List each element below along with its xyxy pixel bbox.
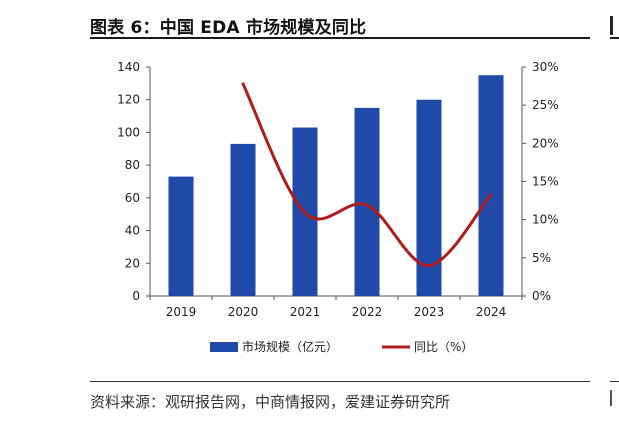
y-left-tick-label: 140 (117, 60, 140, 74)
bar (478, 75, 504, 296)
y-right-tick-label: 5% (532, 251, 551, 265)
y-left-tick-label: 100 (117, 125, 140, 139)
y-axis-right: 0% 5% 10% 15% 20% 25% 30% (521, 60, 559, 303)
y-right-tick-label: 0% (532, 289, 551, 303)
bar (354, 107, 380, 297)
legend: 市场规模（亿元） 同比（%） (210, 339, 473, 354)
title-underline (90, 37, 590, 39)
y-left-tick-label: 60 (125, 191, 140, 205)
bar (168, 176, 194, 296)
y-axis-left: 0 20 40 60 80 100 120 140 (117, 60, 151, 303)
y-right-tick-label: 30% (532, 60, 559, 74)
y-right-tick-label: 10% (532, 213, 559, 227)
source-rule (90, 381, 590, 382)
legend-label-line: 同比（%） (414, 340, 473, 354)
y-right-tick-label: 25% (532, 98, 559, 112)
adjacent-figure-fragment (610, 16, 619, 35)
adjacent-source-rule (610, 381, 619, 382)
source-note: 资料来源：观研报告网，中商情报网，爱建证券研究所 (90, 393, 451, 411)
adjacent-source-fragment (610, 390, 619, 406)
adjacent-title-underline (610, 37, 619, 39)
line-series (241, 82, 493, 267)
y-right-tick-label: 20% (532, 136, 559, 150)
x-tick-label: 2019 (166, 305, 197, 319)
bar (230, 143, 256, 296)
legend-swatch-bar (210, 342, 238, 352)
x-tick-label: 2023 (414, 305, 445, 319)
y-left-tick-label: 0 (132, 289, 140, 303)
figure-title: 图表 6：中国 EDA 市场规模及同比 (90, 18, 367, 38)
y-left-tick-label: 80 (125, 158, 140, 172)
x-tick-label: 2021 (290, 305, 321, 319)
bar-series (168, 75, 504, 297)
y-left-tick-label: 40 (125, 224, 140, 238)
x-tick-label: 2022 (352, 305, 383, 319)
legend-label-bar: 市场规模（亿元） (242, 339, 338, 354)
y-left-tick-label: 120 (117, 93, 140, 107)
x-tick-label: 2024 (476, 305, 507, 319)
y-right-tick-label: 15% (532, 175, 559, 189)
x-axis: 2019 2020 2021 2022 2023 2024 (149, 295, 523, 319)
x-tick-label: 2020 (228, 305, 259, 319)
y-left-tick-label: 20 (125, 256, 140, 270)
